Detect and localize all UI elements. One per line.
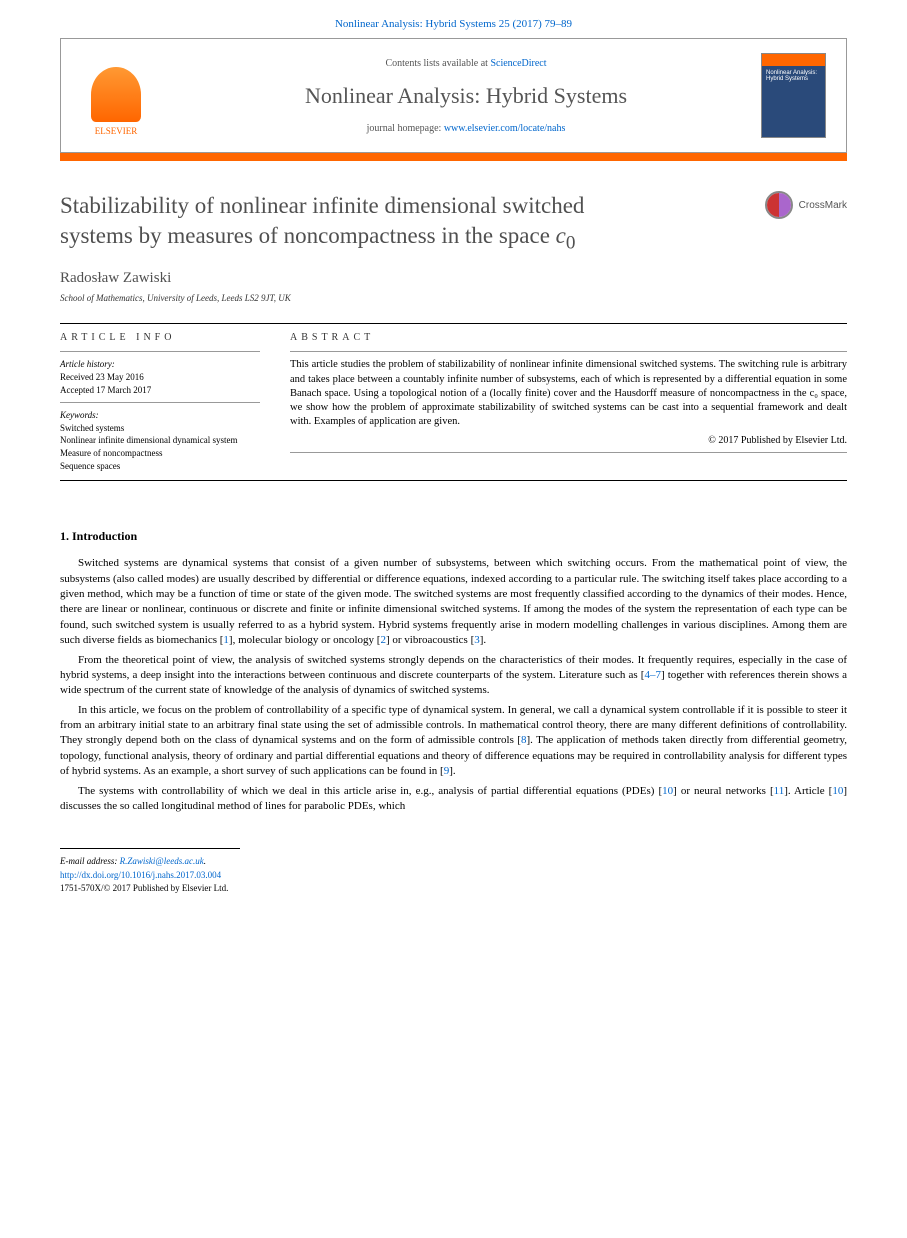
reference-link[interactable]: 10	[662, 785, 673, 797]
homepage-line: journal homepage: www.elsevier.com/locat…	[171, 123, 761, 134]
journal-cover-thumbnail: Nonlinear Analysis: Hybrid Systems	[761, 53, 826, 138]
accepted-date: Accepted 17 March 2017	[60, 384, 260, 397]
journal-title: Nonlinear Analysis: Hybrid Systems	[171, 83, 761, 109]
author-affiliation: School of Mathematics, University of Lee…	[60, 293, 847, 303]
crossmark-icon	[765, 191, 793, 219]
divider	[60, 480, 847, 481]
received-date: Received 23 May 2016	[60, 371, 260, 384]
article-info-heading: article info	[60, 332, 260, 343]
journal-center: Contents lists available at ScienceDirec…	[171, 58, 761, 134]
sciencedirect-link[interactable]: ScienceDirect	[490, 58, 546, 69]
abstract-heading: abstract	[290, 332, 847, 343]
contents-line: Contents lists available at ScienceDirec…	[171, 58, 761, 69]
homepage-link[interactable]: www.elsevier.com/locate/nahs	[444, 123, 566, 134]
reference-link[interactable]: 11	[774, 785, 785, 797]
abstract-copyright: © 2017 Published by Elsevier Ltd.	[290, 435, 847, 446]
running-head: Nonlinear Analysis: Hybrid Systems 25 (2…	[0, 0, 907, 38]
citation-link[interactable]: Nonlinear Analysis: Hybrid Systems 25 (2…	[335, 18, 572, 30]
journal-header-box: ELSEVIER Contents lists available at Sci…	[60, 38, 847, 153]
divider	[60, 323, 847, 324]
keyword: Sequence spaces	[60, 460, 260, 473]
keyword: Nonlinear infinite dimensional dynamical…	[60, 434, 260, 447]
orange-divider-bar	[60, 153, 847, 161]
page-footer: E-mail address: R.Zawiski@leeds.ac.uk. h…	[0, 838, 907, 926]
abstract-column: abstract This article studies the proble…	[290, 332, 847, 472]
crossmark-badge[interactable]: CrossMark	[765, 191, 847, 219]
email-line: E-mail address: R.Zawiski@leeds.ac.uk.	[60, 855, 847, 869]
author-name: Radosław Zawiski	[60, 270, 847, 287]
keyword: Switched systems	[60, 422, 260, 435]
abstract-text: This article studies the problem of stab…	[290, 358, 847, 429]
reference-link[interactable]: 4–7	[644, 669, 661, 681]
article-header: Stabilizability of nonlinear infinite di…	[0, 161, 907, 509]
doi-link[interactable]: http://dx.doi.org/10.1016/j.nahs.2017.03…	[60, 870, 221, 880]
article-title: Stabilizability of nonlinear infinite di…	[60, 191, 765, 256]
introduction-section: 1. Introduction Switched systems are dyn…	[0, 509, 907, 838]
keywords-label: Keywords:	[60, 409, 260, 422]
body-paragraph: Switched systems are dynamical systems t…	[60, 556, 847, 648]
reference-link[interactable]: 10	[832, 785, 843, 797]
body-paragraph: The systems with controllability of whic…	[60, 784, 847, 815]
elsevier-logo: ELSEVIER	[81, 56, 151, 136]
body-paragraph: From the theoretical point of view, the …	[60, 653, 847, 699]
email-link[interactable]: R.Zawiski@leeds.ac.uk	[120, 856, 204, 866]
info-abstract-row: article info Article history: Received 2…	[60, 332, 847, 472]
section-title: 1. Introduction	[60, 529, 847, 544]
body-paragraph: In this article, we focus on the problem…	[60, 703, 847, 780]
keyword: Measure of noncompactness	[60, 447, 260, 460]
elsevier-tree-icon	[91, 67, 141, 122]
publisher-name: ELSEVIER	[95, 126, 138, 136]
history-label: Article history:	[60, 358, 260, 371]
doi-line: http://dx.doi.org/10.1016/j.nahs.2017.03…	[60, 869, 847, 883]
article-info-column: article info Article history: Received 2…	[60, 332, 260, 472]
issn-line: 1751-570X/© 2017 Published by Elsevier L…	[60, 882, 847, 896]
